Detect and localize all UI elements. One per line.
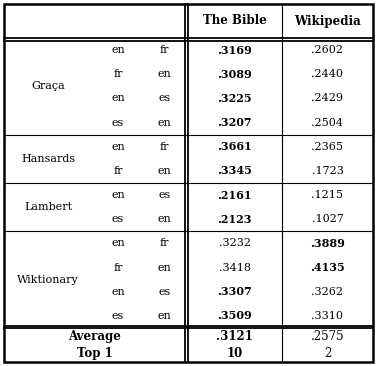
Text: .3661: .3661 [218, 141, 252, 152]
Text: .1723: .1723 [311, 166, 343, 176]
Text: es: es [158, 93, 171, 104]
Text: Graça: Graça [31, 81, 65, 92]
Text: .2440: .2440 [311, 69, 343, 79]
Text: fr: fr [113, 166, 123, 176]
Text: Wiktionary: Wiktionary [17, 274, 79, 285]
Text: en: en [158, 311, 172, 321]
Text: fr: fr [160, 45, 169, 55]
Text: .3089: .3089 [218, 69, 252, 80]
Text: en: en [111, 238, 125, 249]
Text: .2365: .2365 [311, 142, 343, 152]
Text: fr: fr [160, 142, 169, 152]
Text: fr: fr [113, 262, 123, 273]
Text: en: en [111, 190, 125, 200]
Text: es: es [158, 190, 171, 200]
Text: .2429: .2429 [311, 93, 343, 104]
Text: es: es [112, 214, 124, 224]
Text: .3310: .3310 [311, 311, 343, 321]
Text: fr: fr [113, 69, 123, 79]
Text: The Bible: The Bible [203, 15, 267, 27]
Text: .3232: .3232 [219, 238, 251, 249]
Text: .2602: .2602 [311, 45, 343, 55]
Text: .3225: .3225 [218, 93, 252, 104]
Text: Wikipedia: Wikipedia [294, 15, 361, 27]
Text: es: es [112, 117, 124, 128]
Text: en: en [158, 117, 172, 128]
Text: .3121
10: .3121 10 [216, 330, 253, 360]
Text: Hansards: Hansards [21, 154, 75, 164]
Text: en: en [111, 93, 125, 104]
Text: .2123: .2123 [218, 214, 252, 225]
Text: Lambert: Lambert [24, 202, 72, 212]
Text: en: en [158, 166, 172, 176]
Text: Average
Top 1: Average Top 1 [68, 330, 121, 360]
Text: .3262: .3262 [311, 287, 343, 297]
Text: en: en [111, 287, 125, 297]
Text: .2575
2: .2575 2 [311, 330, 344, 360]
Text: fr: fr [160, 238, 169, 249]
Text: en: en [111, 142, 125, 152]
Text: en: en [158, 69, 172, 79]
Text: en: en [111, 45, 125, 55]
Text: .3307: .3307 [218, 286, 252, 297]
Text: en: en [158, 262, 172, 273]
Text: .3345: .3345 [217, 165, 252, 176]
Text: .4135: .4135 [310, 262, 345, 273]
Text: .3169: .3169 [218, 45, 252, 56]
Text: .1027: .1027 [311, 214, 343, 224]
Text: .3207: .3207 [218, 117, 252, 128]
Text: .2161: .2161 [218, 190, 252, 201]
Text: .3509: .3509 [218, 310, 252, 321]
Text: es: es [112, 311, 124, 321]
Text: .3418: .3418 [219, 262, 251, 273]
Text: .1215: .1215 [311, 190, 343, 200]
Text: es: es [158, 287, 171, 297]
Text: .2504: .2504 [311, 117, 343, 128]
Text: .3889: .3889 [310, 238, 345, 249]
Text: en: en [158, 214, 172, 224]
